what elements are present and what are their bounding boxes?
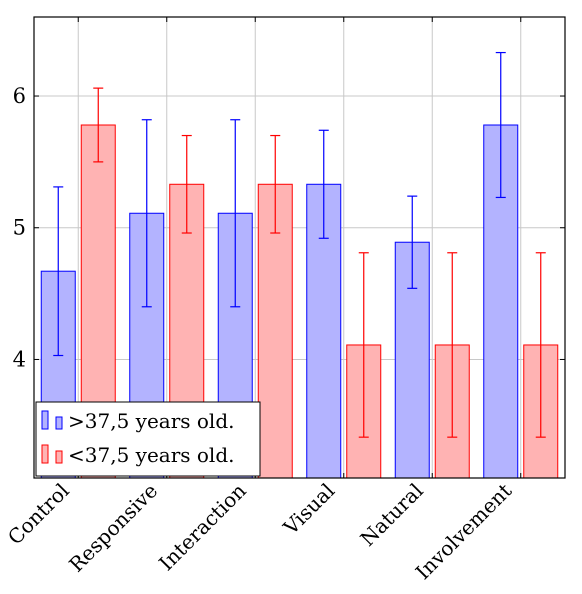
legend-box <box>35 401 261 477</box>
x-tick-label: Control <box>3 479 74 550</box>
legend-swatch <box>41 410 49 430</box>
error-bars <box>53 51 546 438</box>
y-tick-label: 5 <box>13 216 26 240</box>
legend-swatch <box>55 416 63 430</box>
plot-frame <box>33 16 566 479</box>
legend: >37,5 years old. <37,5 years old. <box>35 401 261 477</box>
grid-lines <box>34 17 565 478</box>
legend-label: >37,5 years old. <box>68 409 234 433</box>
legend-swatch <box>55 450 63 464</box>
x-tick-label: Natural <box>355 479 427 551</box>
legend-swatch <box>41 444 49 464</box>
y-axis: 4 5 6 <box>13 84 565 371</box>
y-tick-label: 6 <box>13 84 26 108</box>
x-tick-label: Visual <box>278 479 339 540</box>
x-tick-label: Responsive <box>64 479 162 577</box>
x-tick-label: Interaction <box>154 478 251 575</box>
legend-label: <37,5 years old. <box>68 443 234 467</box>
y-tick-label: 4 <box>13 347 26 371</box>
